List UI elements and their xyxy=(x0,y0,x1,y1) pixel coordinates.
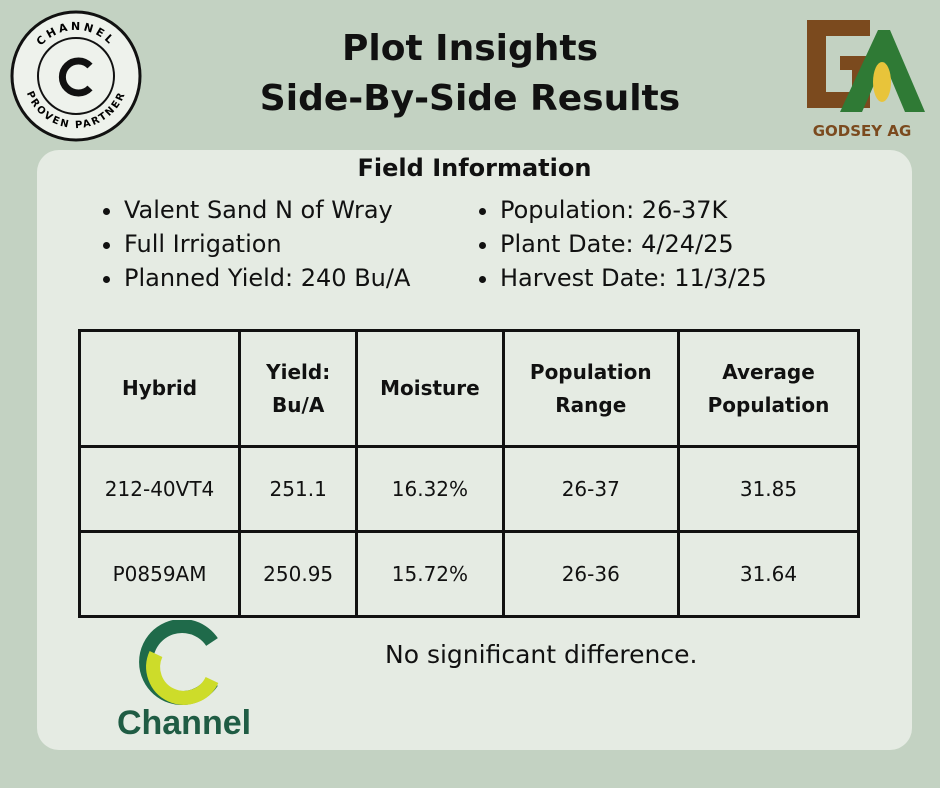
field-item: Plant Date: 4/24/25 xyxy=(500,230,767,258)
header-text: Yield: xyxy=(266,359,331,384)
table-cell: 250.95 xyxy=(238,530,359,618)
field-item: Valent Sand N of Wray xyxy=(124,196,410,224)
badge-ring xyxy=(10,10,142,142)
header-cell: Moisture xyxy=(355,329,505,448)
header-text: Population xyxy=(707,392,830,417)
results-table: Hybrid Yield: Bu/A Moisture Population Range A… xyxy=(77,329,860,618)
header-cell: Average Population xyxy=(677,329,860,448)
field-item: Population: 26-37K xyxy=(500,196,767,224)
table-cell: 15.72% xyxy=(355,530,505,618)
channel-logo: Channel xyxy=(117,620,251,742)
table-cell: P0859AM xyxy=(77,530,242,618)
header-cell: Population Range xyxy=(501,329,681,448)
header-text: Population xyxy=(529,359,652,384)
header-text: Moisture xyxy=(380,376,480,400)
table-cell: 26-37 xyxy=(501,445,681,533)
table-cell: 251.1 xyxy=(238,445,359,533)
table-cell: 31.64 xyxy=(677,530,860,618)
ga-a xyxy=(840,30,925,112)
note: No significant difference. xyxy=(385,640,698,669)
header-cell: Yield: Bu/A xyxy=(238,329,359,448)
ga-corn xyxy=(873,62,891,102)
table-cell: 16.32% xyxy=(355,445,505,533)
field-item: Harvest Date: 11/3/25 xyxy=(500,264,767,292)
table-row: P0859AM 250.95 15.72% 26-36 31.64 xyxy=(77,530,860,618)
title-line: Side-By-Side Results xyxy=(259,78,681,119)
field-item: Full Irrigation xyxy=(124,230,410,258)
header-text: Range xyxy=(555,392,627,417)
header-text: Bu/A xyxy=(272,392,325,417)
badge-mark xyxy=(58,57,93,97)
section-heading: Field Information xyxy=(357,154,592,182)
field-item: Planned Yield: 240 Bu/A xyxy=(124,264,410,292)
field-list: Valent Sand N of Wray Full Irrigation Plan… xyxy=(98,196,410,298)
table-cell: 26-36 xyxy=(501,530,681,618)
table-cell: 31.85 xyxy=(677,445,860,533)
header-text: Average xyxy=(722,359,815,384)
header-row: Hybrid Yield: Bu/A Moisture Population Range A… xyxy=(77,329,860,448)
logos: CHANNEL PROVEN PARTNER GODSEY AG xyxy=(10,10,925,142)
title-line: Plot Insights xyxy=(341,28,599,69)
field-list: Population: 26-37K Plant Date: 4/24/25 Har… xyxy=(474,196,767,298)
ga-text: GODSEY AG xyxy=(813,122,912,140)
channel-arc-2 xyxy=(146,651,219,705)
table-cell: 212-40VT4 xyxy=(77,445,242,533)
channel-text: Channel xyxy=(117,704,251,742)
badge-inner xyxy=(37,37,115,115)
header-cell: Hybrid xyxy=(77,329,242,448)
table-row: 212-40VT4 251.1 16.32% 26-37 31.85 xyxy=(77,445,860,533)
header-text: Hybrid xyxy=(121,376,198,400)
